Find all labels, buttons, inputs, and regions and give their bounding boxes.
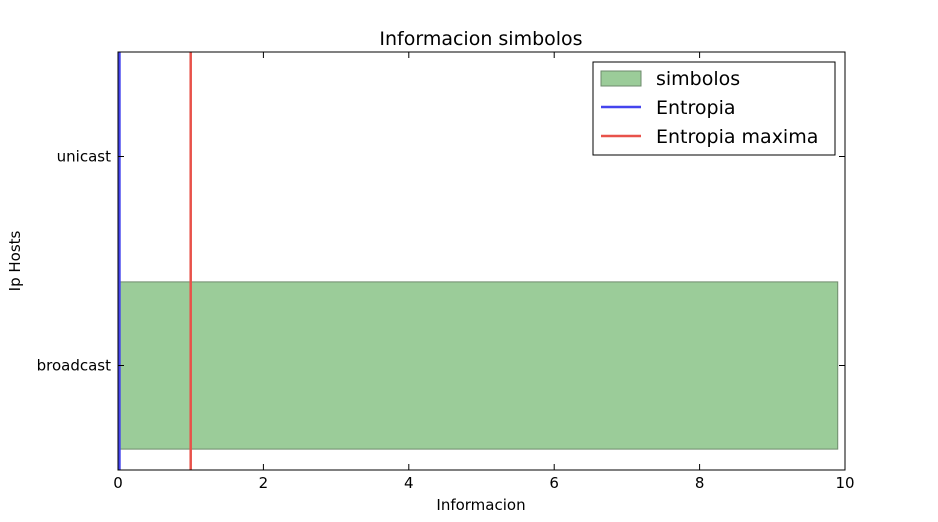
- plot-frame: [117, 51, 846, 471]
- chart-title: Informacion simbolos: [379, 28, 582, 50]
- legend-label-entropia-maxima: Entropia maxima: [656, 126, 818, 148]
- x-axis-label: Informacion: [436, 496, 525, 514]
- x-tick-label: 10: [835, 474, 854, 492]
- x-axis: 0 2 4 6 8 10: [113, 52, 855, 492]
- x-tick-label: 4: [404, 474, 414, 492]
- x-tick-label: 2: [259, 474, 269, 492]
- plot-area: [117, 52, 839, 470]
- y-axis-label: Ip Hosts: [6, 230, 24, 291]
- x-tick-label: 6: [549, 474, 559, 492]
- y-tick-label-unicast: unicast: [57, 148, 111, 166]
- legend-swatch-simbolos: [600, 70, 642, 87]
- legend: simbolos Entropia Entropia maxima: [592, 61, 836, 156]
- bar-broadcast: [117, 281, 839, 450]
- legend-label-simbolos: simbolos: [656, 68, 740, 90]
- legend-label-entropia: Entropia: [656, 97, 736, 119]
- x-tick-label: 8: [695, 474, 705, 492]
- y-tick-label-broadcast: broadcast: [37, 357, 112, 375]
- x-tick-label: 0: [113, 474, 123, 492]
- y-axis: broadcast unicast: [37, 148, 845, 375]
